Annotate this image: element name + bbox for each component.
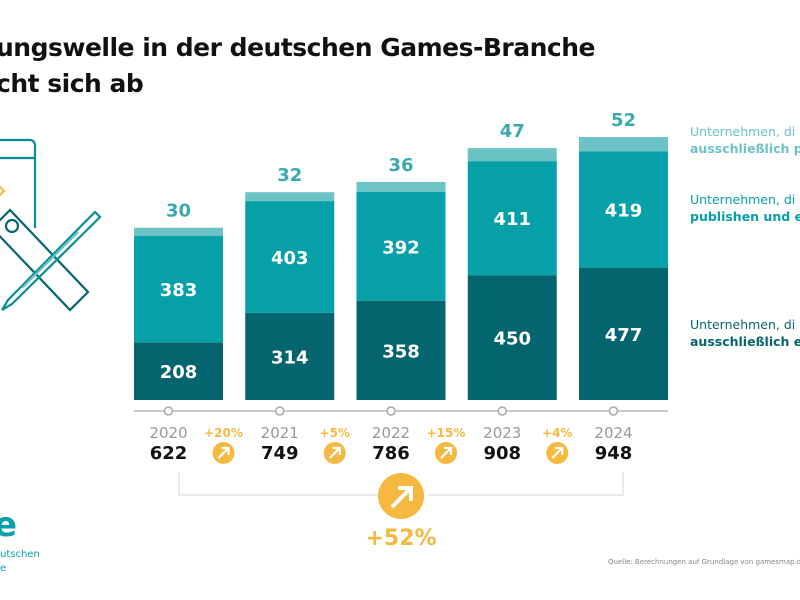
bar-segment-2020-0: [134, 342, 223, 400]
tools-illustration-icon: [0, 138, 102, 312]
legend-label: Unternehmen, di: [690, 124, 796, 139]
growth-label: +15%: [427, 426, 466, 440]
overall-bracket: [178, 472, 624, 496]
x-tick-label: 2020: [149, 424, 187, 442]
bar-segment-2023-0: [467, 275, 557, 400]
bar-segment-2021-2: [245, 192, 335, 202]
data-label: 36: [388, 155, 413, 176]
legend-label: ausschließlich pu: [690, 141, 800, 156]
axis-marker: [163, 406, 174, 416]
axis-marker: [275, 406, 285, 416]
growth-label: +20%: [204, 426, 243, 440]
title-line-1: ungswelle in der deutschen Games-Branche: [0, 33, 596, 62]
bar-segment-2024-0: [579, 267, 668, 400]
bar-segment-2021-1: [245, 201, 335, 313]
data-label: 208: [160, 362, 198, 383]
logo-subtitle: utschen e: [0, 549, 40, 574]
overall-growth-label: +52%: [365, 526, 436, 551]
data-label: 392: [382, 237, 420, 258]
legend-item-publishing-only: Unternehmen, di ausschließlich pu: [690, 123, 800, 157]
x-tick-label: 2023: [483, 424, 521, 442]
bar-segment-2024-1: [579, 151, 668, 268]
legend-label: Unternehmen, di: [690, 317, 796, 332]
axis-marker: [386, 406, 396, 416]
total-label: 622: [150, 443, 188, 464]
total-label: 786: [372, 443, 410, 464]
data-label: 314: [271, 347, 309, 368]
data-label: 32: [277, 165, 302, 186]
growth-label: +4%: [542, 426, 572, 440]
bar-segment-2020-2: [134, 227, 223, 237]
bar-segment-2022-2: [356, 181, 446, 192]
arrow-glyph: [217, 446, 230, 459]
data-label: 411: [493, 209, 531, 230]
data-label: 383: [160, 280, 198, 301]
data-label: 30: [166, 201, 191, 222]
data-label: 477: [605, 325, 643, 346]
total-label: 948: [595, 443, 633, 464]
data-label: 52: [611, 110, 636, 131]
bar-segment-2023-2: [467, 148, 557, 162]
bar-segment-2024-2: [579, 137, 668, 152]
total-label: 749: [261, 443, 299, 464]
legend-label: publishen und en: [690, 209, 800, 224]
overall-growth-arrow-icon: [378, 473, 424, 519]
x-tick-label: 2021: [261, 424, 299, 442]
axis-marker: [608, 406, 619, 416]
arrow-glyph: [440, 446, 453, 459]
legend-item-publishing-and-development: Unternehmen, di publishen und en: [690, 191, 800, 225]
x-tick-label: 2022: [372, 424, 410, 442]
x-tick-label: 2024: [594, 424, 632, 442]
title-line-2: cht sich ab: [0, 69, 144, 98]
total-label: 908: [483, 443, 521, 464]
data-label: 419: [605, 201, 643, 222]
data-label: 450: [493, 329, 531, 350]
bar-segment-2021-0: [245, 312, 335, 400]
logo: e: [0, 505, 18, 545]
axis-marker: [497, 406, 507, 416]
arrow-glyph: [328, 446, 341, 459]
legend-label: ausschließlich en: [690, 334, 800, 349]
data-label: 358: [382, 341, 420, 362]
data-label: 403: [271, 248, 309, 269]
growth-label: +5%: [320, 426, 350, 440]
bar-segment-2023-1: [467, 161, 557, 276]
bar-segment-2022-0: [356, 300, 446, 400]
page-title: ungswelle in der deutschen Games-Branche…: [0, 30, 596, 102]
arrow-glyph: [551, 446, 564, 459]
bar-segment-2020-1: [134, 236, 223, 343]
source-note: Quelle: Berechnungen auf Grundlage von g…: [608, 558, 800, 566]
legend-item-development-only: Unternehmen, di ausschließlich en: [690, 316, 800, 350]
bar-segment-2022-1: [356, 191, 446, 301]
legend-label: Unternehmen, di: [690, 192, 796, 207]
data-label: 47: [500, 121, 525, 142]
